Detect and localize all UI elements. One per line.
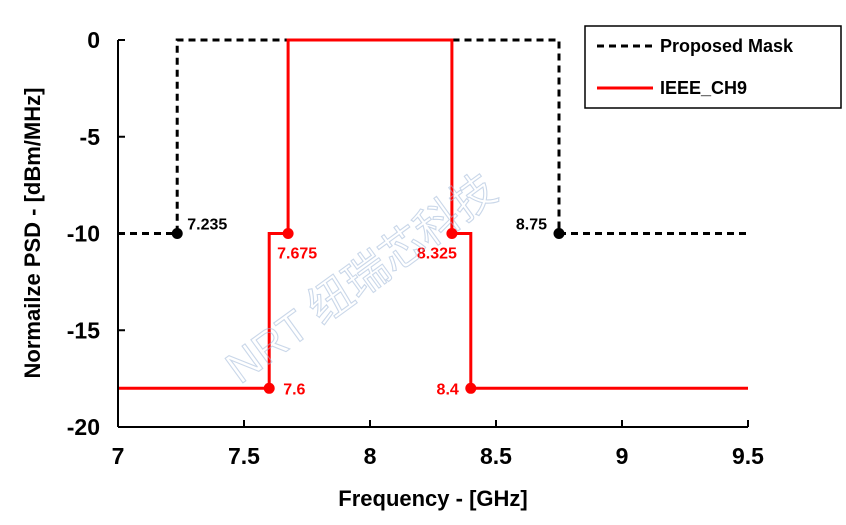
legend-label-proposed-mask: Proposed Mask bbox=[660, 36, 794, 56]
legend-label-ieee-ch9: IEEE_CH9 bbox=[660, 78, 747, 98]
x-axis-title: Frequency - [GHz] bbox=[338, 486, 527, 511]
data-point-label: 8.4 bbox=[437, 381, 459, 398]
data-point-marker bbox=[465, 382, 477, 394]
legend: Proposed Mask IEEE_CH9 bbox=[584, 25, 842, 109]
y-tick-label: 0 bbox=[87, 27, 100, 53]
watermark: NRT 纽瑞芯科技 bbox=[217, 165, 506, 393]
data-point-label: 7.235 bbox=[187, 217, 227, 234]
x-tick-label: 7.5 bbox=[228, 443, 260, 469]
series-line-ieee-ch9 bbox=[118, 38, 748, 390]
plot-lines bbox=[118, 38, 748, 390]
data-point-label: 7.675 bbox=[277, 246, 317, 263]
ticks: 7 7.5 8 8.5 9 9.5 0 -5 -10 -15 -20 bbox=[67, 27, 764, 469]
x-tick-label: 8.5 bbox=[480, 443, 512, 469]
y-tick-label: -5 bbox=[80, 124, 101, 150]
data-point-label: 7.6 bbox=[283, 381, 305, 398]
data-point-label: 8.75 bbox=[516, 217, 547, 234]
data-point-marker bbox=[553, 228, 565, 239]
data-point-marker bbox=[446, 228, 458, 239]
x-tick-label: 7 bbox=[112, 443, 125, 469]
y-axis-title: Normailze PSD - [dBm/MHz] bbox=[20, 88, 45, 379]
y-tick-label: -20 bbox=[67, 414, 100, 440]
x-tick-label: 9 bbox=[616, 443, 629, 469]
x-tick-label: 9.5 bbox=[732, 443, 764, 469]
data-point-marker bbox=[282, 228, 294, 239]
y-tick-label: -10 bbox=[67, 221, 100, 247]
legend-box bbox=[584, 25, 842, 109]
data-point-marker bbox=[263, 382, 275, 394]
markers: 7.235 8.75 7.675 8.325 7.6 8.4 bbox=[171, 217, 565, 398]
x-tick-label: 8 bbox=[364, 443, 377, 469]
data-point-label: 8.325 bbox=[417, 246, 457, 263]
data-point-marker bbox=[171, 228, 183, 239]
series-line-proposed-mask bbox=[118, 38, 748, 235]
y-tick-label: -15 bbox=[67, 317, 100, 343]
